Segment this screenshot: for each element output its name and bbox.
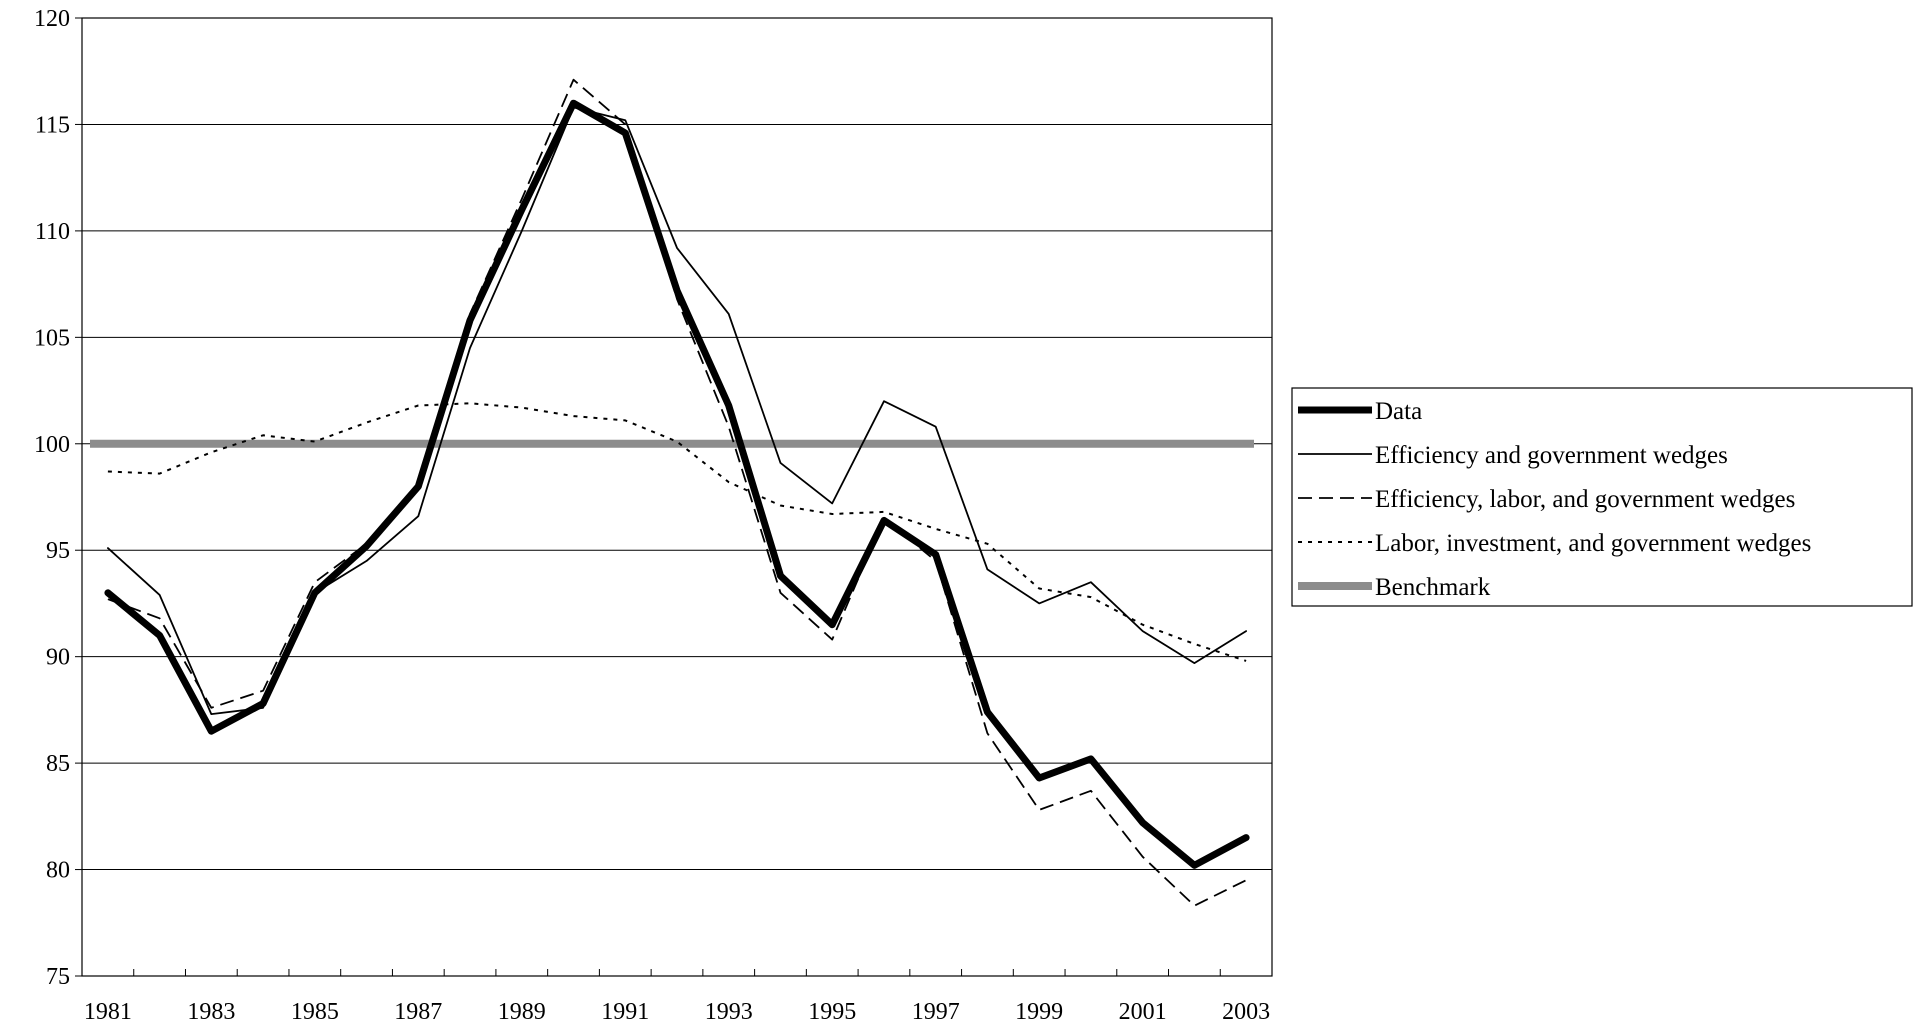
- x-tick-label: 1999: [1015, 999, 1063, 1025]
- x-tick-label: 1989: [498, 999, 546, 1025]
- x-tick-label: 1987: [394, 999, 442, 1025]
- legend: Data Efficiency and government wedges Effi…: [1291, 387, 1913, 607]
- y-tick-label: 85: [46, 751, 70, 777]
- x-tick-label: 1995: [808, 999, 856, 1025]
- tick-labels: 75 80 85 90 95 100 105 110 115 120 1981 1983 1985 198…: [34, 6, 1270, 1025]
- series-line-2: [107, 106, 1247, 715]
- y-tick-label: 75: [46, 964, 70, 990]
- y-tick-label: 105: [34, 325, 70, 351]
- series-line-1: [104, 99, 1250, 869]
- y-tick-label: 100: [34, 432, 70, 458]
- legend-label: Efficiency, labor, and government wedges: [1375, 486, 1795, 513]
- y-tick-label: 120: [34, 6, 70, 32]
- x-tick-label: 1981: [84, 999, 132, 1025]
- x-tick-label: 1983: [187, 999, 235, 1025]
- x-tick-label: 1997: [912, 999, 960, 1025]
- y-tick-label: 90: [46, 645, 70, 671]
- y-tick-label: 80: [46, 858, 70, 884]
- y-tick-label: 115: [35, 112, 70, 138]
- x-tick-label: 2003: [1222, 999, 1270, 1025]
- x-tick-label: 1991: [601, 999, 649, 1025]
- y-tick-label: 95: [46, 538, 70, 564]
- series-line-3: [107, 78, 1247, 907]
- plot-frame: [81, 17, 1273, 977]
- y-tick-label: 110: [35, 219, 70, 245]
- axes: [75, 17, 1273, 977]
- x-tick-label: 2001: [1119, 999, 1167, 1025]
- legend-box: [1291, 387, 1913, 607]
- legend-label: Efficiency and government wedges: [1375, 442, 1728, 469]
- series-lines: [90, 78, 1254, 907]
- x-tick-label: 1993: [705, 999, 753, 1025]
- x-tick-label: 1985: [291, 999, 339, 1025]
- legend-label: Benchmark: [1375, 574, 1491, 601]
- legend-label: Data: [1375, 398, 1422, 425]
- legend-label: Labor, investment, and government wedges: [1375, 530, 1811, 557]
